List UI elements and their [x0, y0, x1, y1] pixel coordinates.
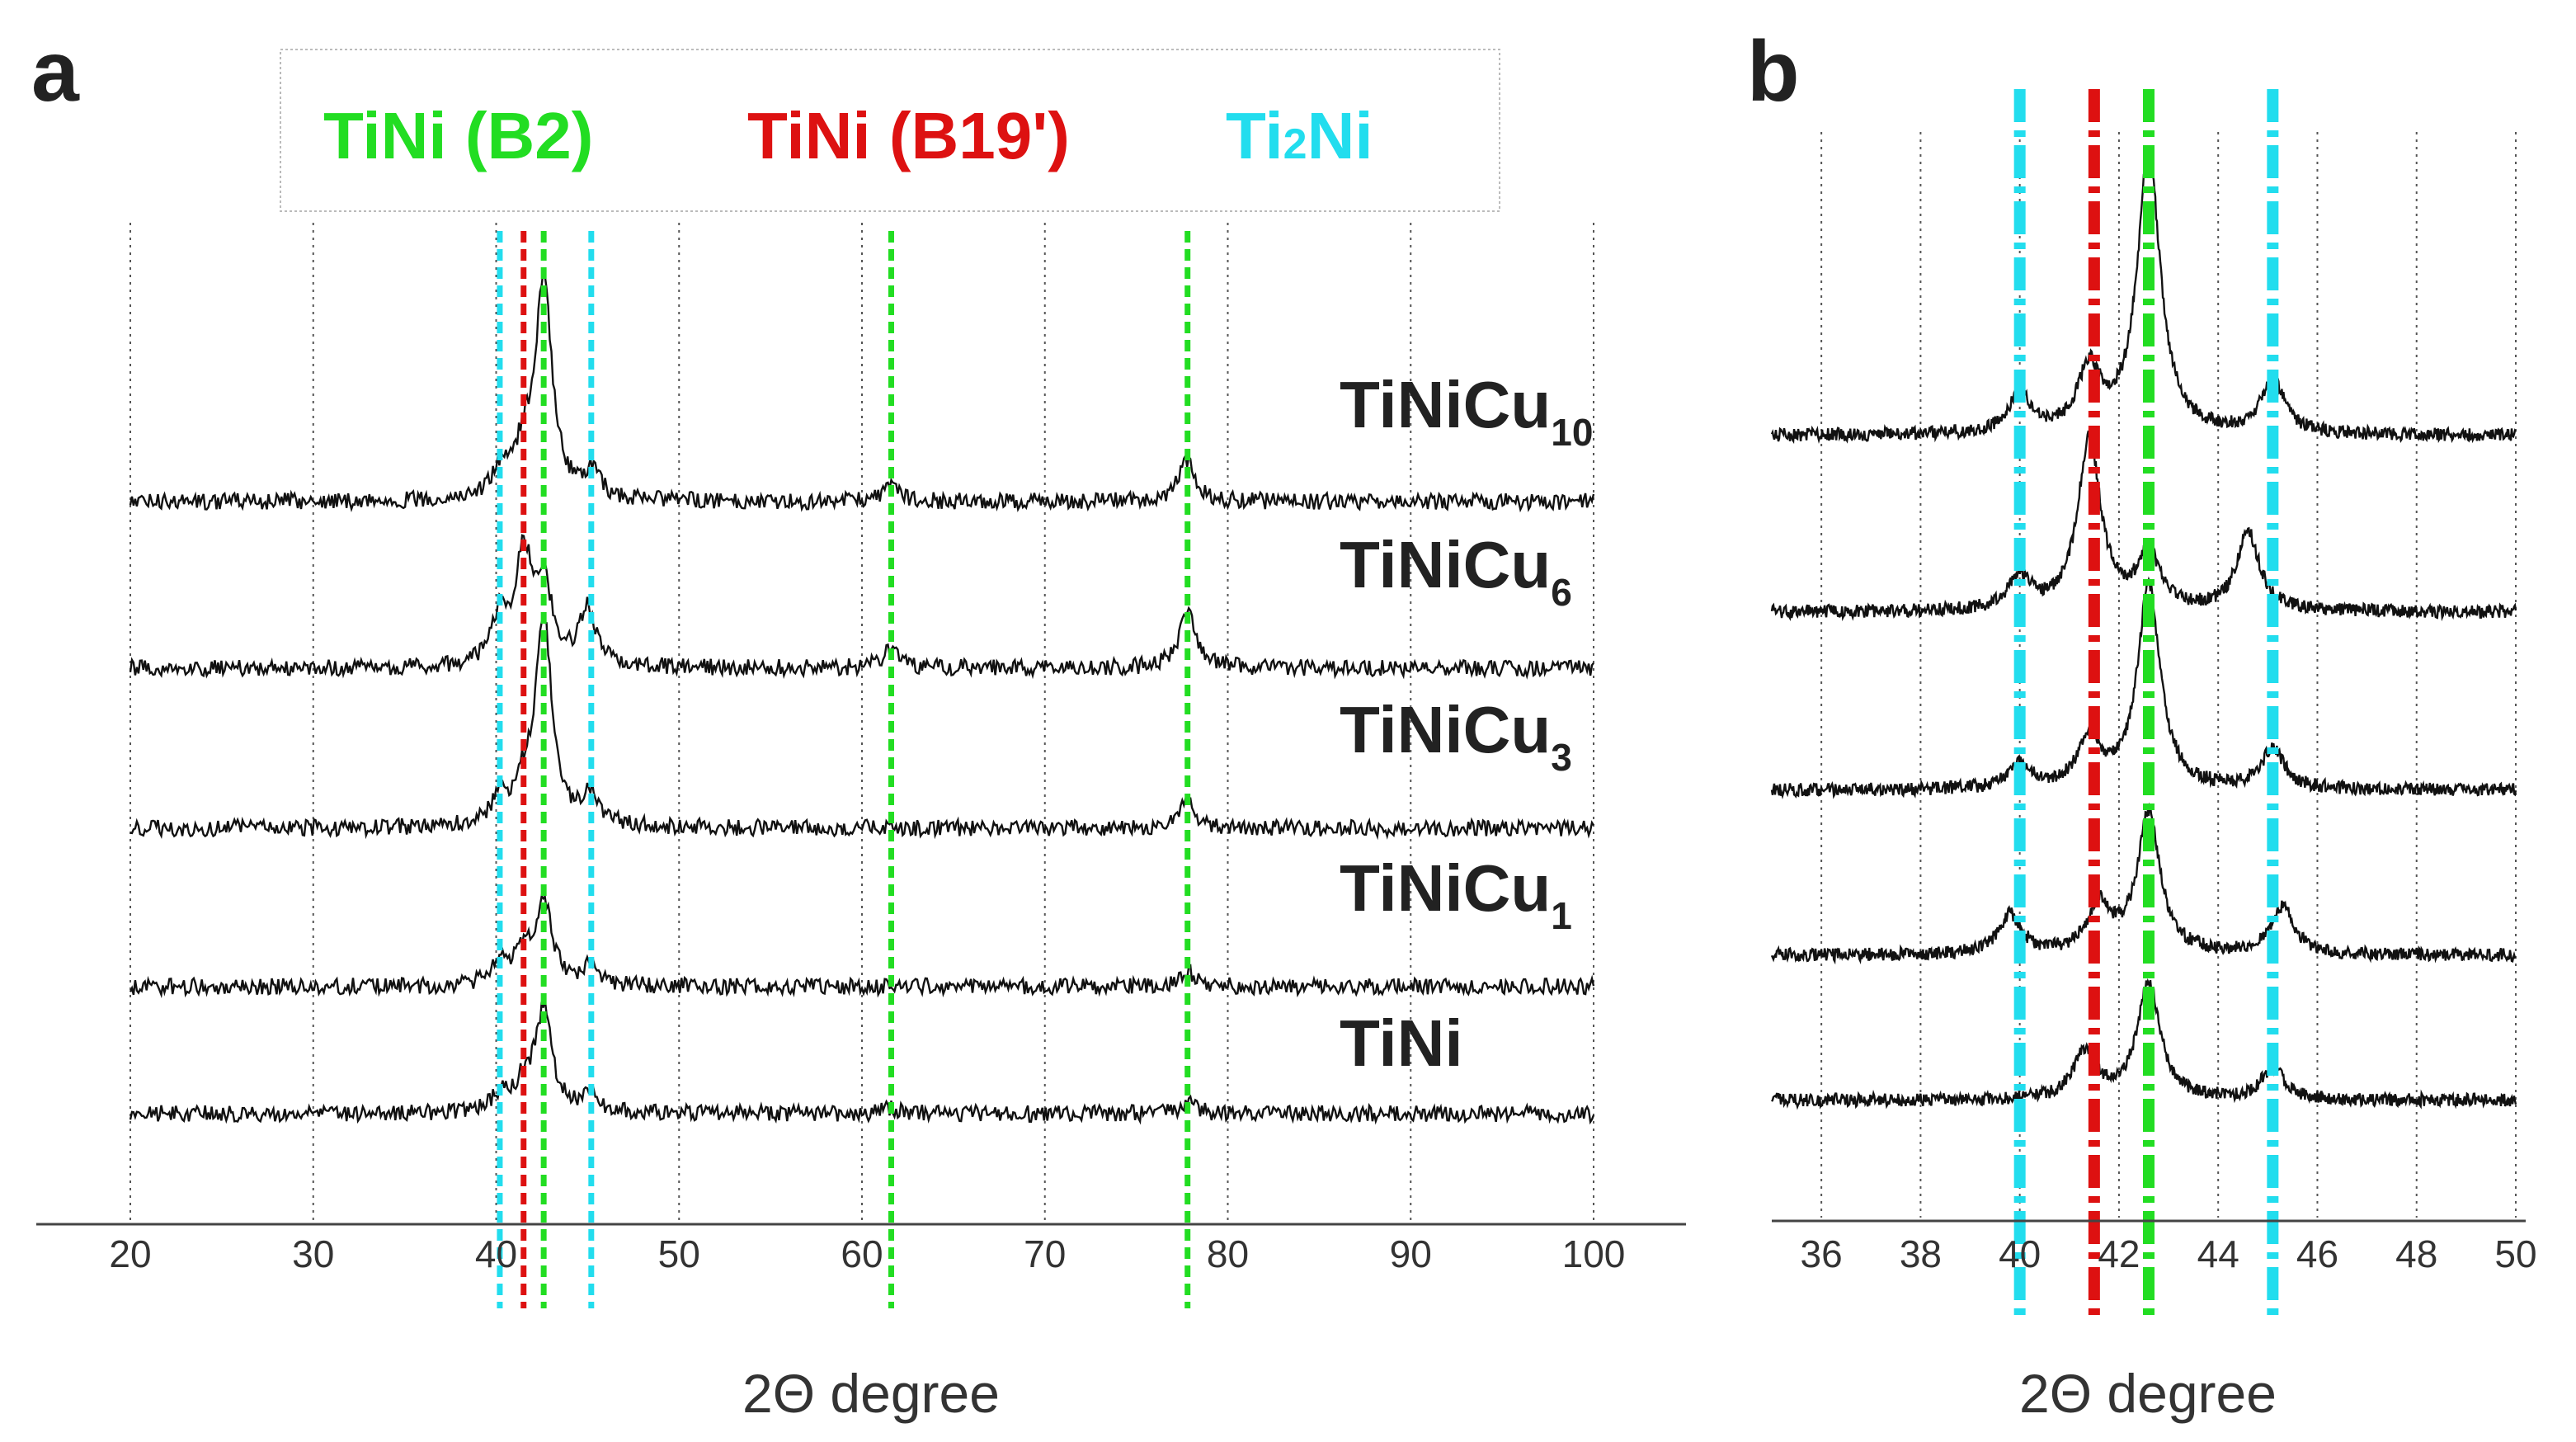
series-label-subscript: 3 — [1551, 736, 1572, 779]
series-label: TiNiCu3 — [1340, 693, 1572, 779]
legend-b19: TiNi (B19') — [747, 99, 1070, 172]
series-label: TiNiCu1 — [1340, 851, 1572, 937]
panel-a-x-axis-label: 2Θ degree — [742, 1363, 1000, 1424]
series-label-subscript: 6 — [1551, 571, 1572, 614]
series-trace — [129, 269, 1595, 513]
series-label-name: TiNiCu — [1340, 851, 1551, 925]
x-tick-label: 50 — [658, 1232, 700, 1275]
legend-box — [280, 49, 1500, 212]
x-tick-label: 90 — [1390, 1232, 1432, 1275]
series-label: TiNiCu6 — [1340, 528, 1572, 614]
series-trace — [129, 998, 1595, 1125]
x-tick-label: 42 — [2098, 1232, 2140, 1275]
series-trace — [130, 615, 1595, 841]
x-tick-label: 40 — [475, 1232, 517, 1275]
panel-a-label: a — [31, 24, 80, 120]
panel-b-reference-lines — [2013, 89, 2279, 1320]
x-tick-label: 36 — [1801, 1232, 1843, 1275]
series-trace — [129, 893, 1595, 999]
legend: TiNi (B2) TiNi (B19') Ti2Ni — [280, 49, 1500, 212]
legend-ti2ni-tail: Ni — [1307, 99, 1373, 172]
legend-ti2ni: Ti2Ni — [1226, 99, 1373, 172]
panel-a-grid — [130, 223, 1594, 1221]
x-tick-label: 100 — [1562, 1232, 1626, 1275]
series-label-subscript: 1 — [1551, 894, 1572, 937]
panel-b: 36 38 40 42 44 46 48 50 2Θ degree — [1770, 89, 2537, 1424]
series-label-name: TiNi — [1340, 1006, 1463, 1080]
x-tick-label: 70 — [1024, 1232, 1066, 1275]
x-tick-label: 48 — [2395, 1232, 2437, 1275]
series-label-name: TiNiCu — [1340, 693, 1551, 766]
x-tick-label: 46 — [2296, 1232, 2338, 1275]
panel-b-tick-labels: 36 38 40 42 44 46 48 50 — [1801, 1232, 2537, 1275]
x-tick-label: 44 — [2197, 1232, 2239, 1275]
panel-a-tick-labels: 20 30 40 50 60 70 80 90 100 — [109, 1232, 1625, 1275]
series-label-subscript: 10 — [1551, 411, 1593, 454]
x-tick-label: 40 — [1999, 1232, 2041, 1275]
series-label-name: TiNiCu — [1340, 368, 1551, 441]
x-tick-label: 50 — [2494, 1232, 2536, 1275]
x-tick-label: 30 — [292, 1232, 334, 1275]
series-trace — [129, 534, 1594, 680]
legend-b2: TiNi (B2) — [323, 99, 593, 172]
series-label: TiNiCu10 — [1340, 368, 1593, 454]
panel-b-label: b — [1747, 24, 1800, 120]
series-label: TiNi — [1340, 1006, 1463, 1080]
legend-ti2ni-main: Ti — [1226, 99, 1283, 172]
panel-b-x-axis-label: 2Θ degree — [2019, 1363, 2277, 1424]
panel-a-reference-lines — [497, 231, 1191, 1308]
x-tick-label: 20 — [109, 1232, 151, 1275]
x-tick-label: 60 — [841, 1232, 883, 1275]
x-tick-label: 38 — [1900, 1232, 1942, 1275]
legend-ti2ni-sub: 2 — [1283, 120, 1307, 168]
panel-a: 20 30 40 50 60 70 80 90 100 2Θ degree TiNiCu10Ti… — [36, 223, 1686, 1424]
panel-a-traces — [129, 269, 1595, 1125]
series-label-name: TiNiCu — [1340, 528, 1551, 601]
x-tick-label: 80 — [1207, 1232, 1249, 1275]
